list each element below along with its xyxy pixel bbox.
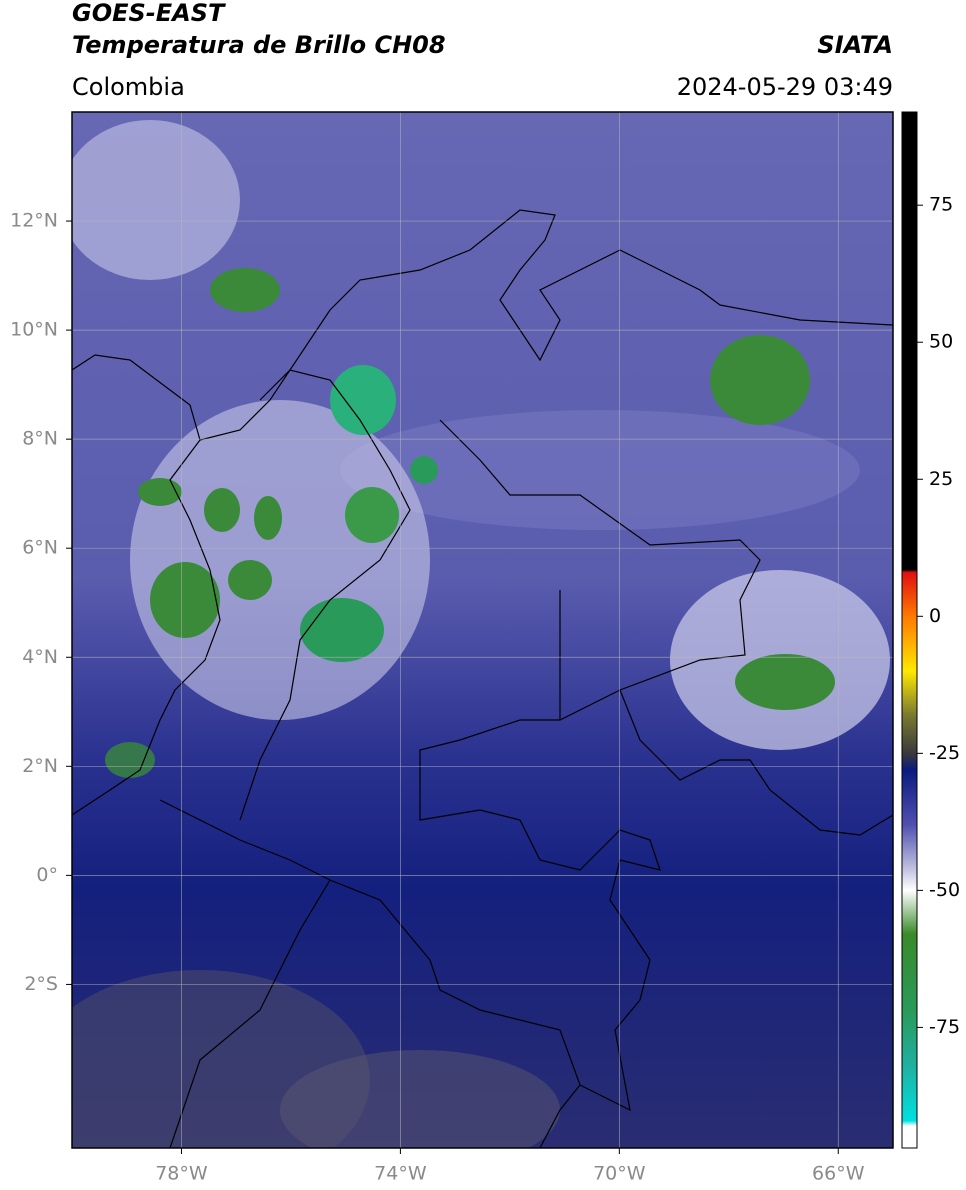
colorbar-tick-label: -25 — [929, 742, 960, 764]
x-tick-label: 74°W — [374, 1163, 427, 1185]
timestamp: 2024-05-29 03:49 — [677, 73, 893, 101]
colorbar-tick-label: 25 — [929, 468, 953, 490]
map-frame — [71, 111, 894, 1149]
x-tick-label: 78°W — [155, 1163, 208, 1185]
y-tick-label: 2°N — [22, 755, 58, 777]
grid — [72, 112, 893, 1148]
subtitle: Temperatura de Brillo CH08 — [72, 31, 446, 59]
y-tick-label: 6°N — [22, 537, 58, 559]
y-tick-label: 4°N — [22, 646, 58, 668]
region: Colombia — [72, 73, 185, 101]
colorbar-tick-label: -75 — [929, 1016, 960, 1038]
y-tick-label: 10°N — [10, 319, 58, 341]
y-tick-label: 8°N — [22, 428, 58, 450]
colorbar-tick-label: 50 — [929, 331, 953, 353]
satellite-image — [72, 112, 893, 1148]
y-tick-label: 0° — [36, 864, 58, 886]
y-tick-label: 2°S — [24, 973, 58, 995]
colorbar-tick-label: 0 — [929, 605, 941, 627]
y-tick-label: 12°N — [10, 210, 58, 232]
source: SIATA — [817, 31, 893, 59]
colorbar-tick-label: 75 — [929, 194, 953, 216]
colorbar — [901, 111, 918, 1149]
title: GOES-EAST — [72, 0, 226, 27]
colorbar-tick-label: -50 — [929, 879, 960, 901]
x-tick-label: 70°W — [593, 1163, 646, 1185]
x-tick-label: 66°W — [812, 1163, 865, 1185]
